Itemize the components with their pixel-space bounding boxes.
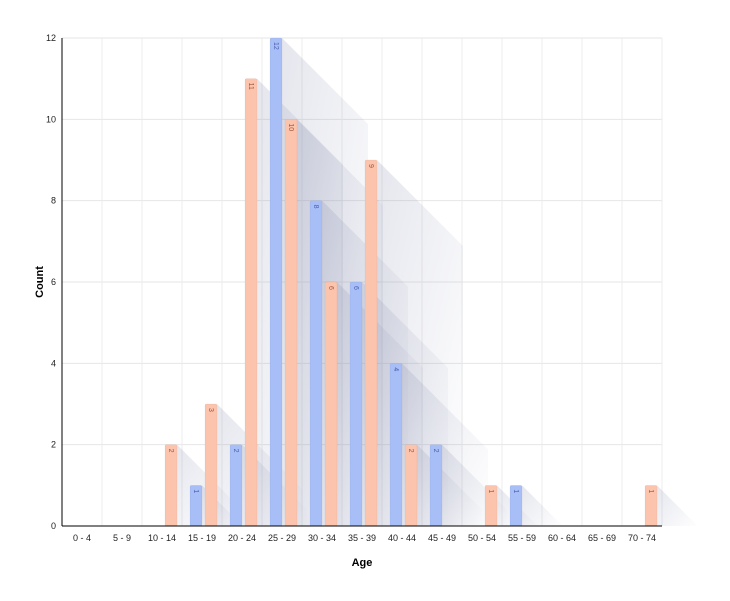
bar-shadow: [497, 485, 540, 528]
bar-value-label: 12: [272, 42, 279, 50]
bar: [404, 444, 418, 527]
bar: [284, 119, 298, 527]
x-tick-label: 45 - 49: [428, 533, 456, 543]
bar-shadow: [657, 485, 700, 528]
y-tick-label: 4: [51, 358, 56, 368]
x-tick-label: 30 - 34: [308, 533, 336, 543]
x-tick-label: 15 - 19: [188, 533, 216, 543]
bar-value-label: 1: [192, 489, 199, 493]
bar-value-label: 2: [432, 449, 439, 453]
bar-value-label: 2: [232, 449, 239, 453]
bar: [244, 78, 258, 527]
bar-value-label: 11: [247, 83, 254, 90]
bar: [309, 200, 323, 527]
bar-value-label: 6: [327, 286, 334, 290]
bar-value-label: 10: [287, 123, 294, 131]
x-tick-label: 35 - 39: [348, 533, 376, 543]
x-tick-label: 55 - 59: [508, 533, 536, 543]
x-tick-label: 10 - 14: [148, 533, 176, 543]
bar: [324, 281, 338, 527]
x-tick-label: 70 - 74: [628, 533, 656, 543]
y-tick-label: 2: [51, 440, 56, 450]
bar: [229, 444, 243, 527]
x-tick-label: 50 - 54: [468, 533, 496, 543]
x-tick-label: 40 - 44: [388, 533, 416, 543]
bar-shadow: [522, 485, 565, 528]
y-tick-label: 8: [51, 196, 56, 206]
bar: [204, 403, 218, 527]
x-tick-label: 25 - 29: [268, 533, 296, 543]
bar-value-label: 9: [367, 164, 374, 168]
bar-value-label: 8: [312, 205, 319, 209]
y-tick-label: 10: [46, 114, 56, 124]
y-axis-title: Count: [34, 266, 46, 298]
bar: [364, 159, 378, 527]
y-tick-label: 12: [46, 33, 56, 43]
bar: [429, 444, 443, 527]
bar-value-label: 1: [647, 489, 654, 493]
bar-value-label: 4: [392, 367, 399, 371]
bar-value-label: 2: [167, 449, 174, 453]
x-tick-label: 20 - 24: [228, 533, 256, 543]
y-tick-label: 6: [51, 277, 56, 287]
x-tick-label: 60 - 64: [548, 533, 576, 543]
bar-value-label: 6: [352, 286, 359, 290]
bar-value-label: 1: [487, 489, 494, 493]
bar-value-label: 2: [407, 449, 414, 453]
bar: [389, 363, 403, 527]
x-axis-title: Age: [352, 557, 373, 569]
y-tick-label: 0: [51, 521, 56, 531]
bar: [164, 444, 178, 527]
bar: [269, 37, 283, 527]
x-tick-label: 0 - 4: [73, 533, 91, 543]
x-tick-label: 5 - 9: [113, 533, 131, 543]
bar-value-label: 3: [207, 408, 214, 412]
bar: [349, 281, 363, 527]
x-tick-label: 65 - 69: [588, 533, 616, 543]
bar-value-label: 1: [512, 489, 519, 493]
